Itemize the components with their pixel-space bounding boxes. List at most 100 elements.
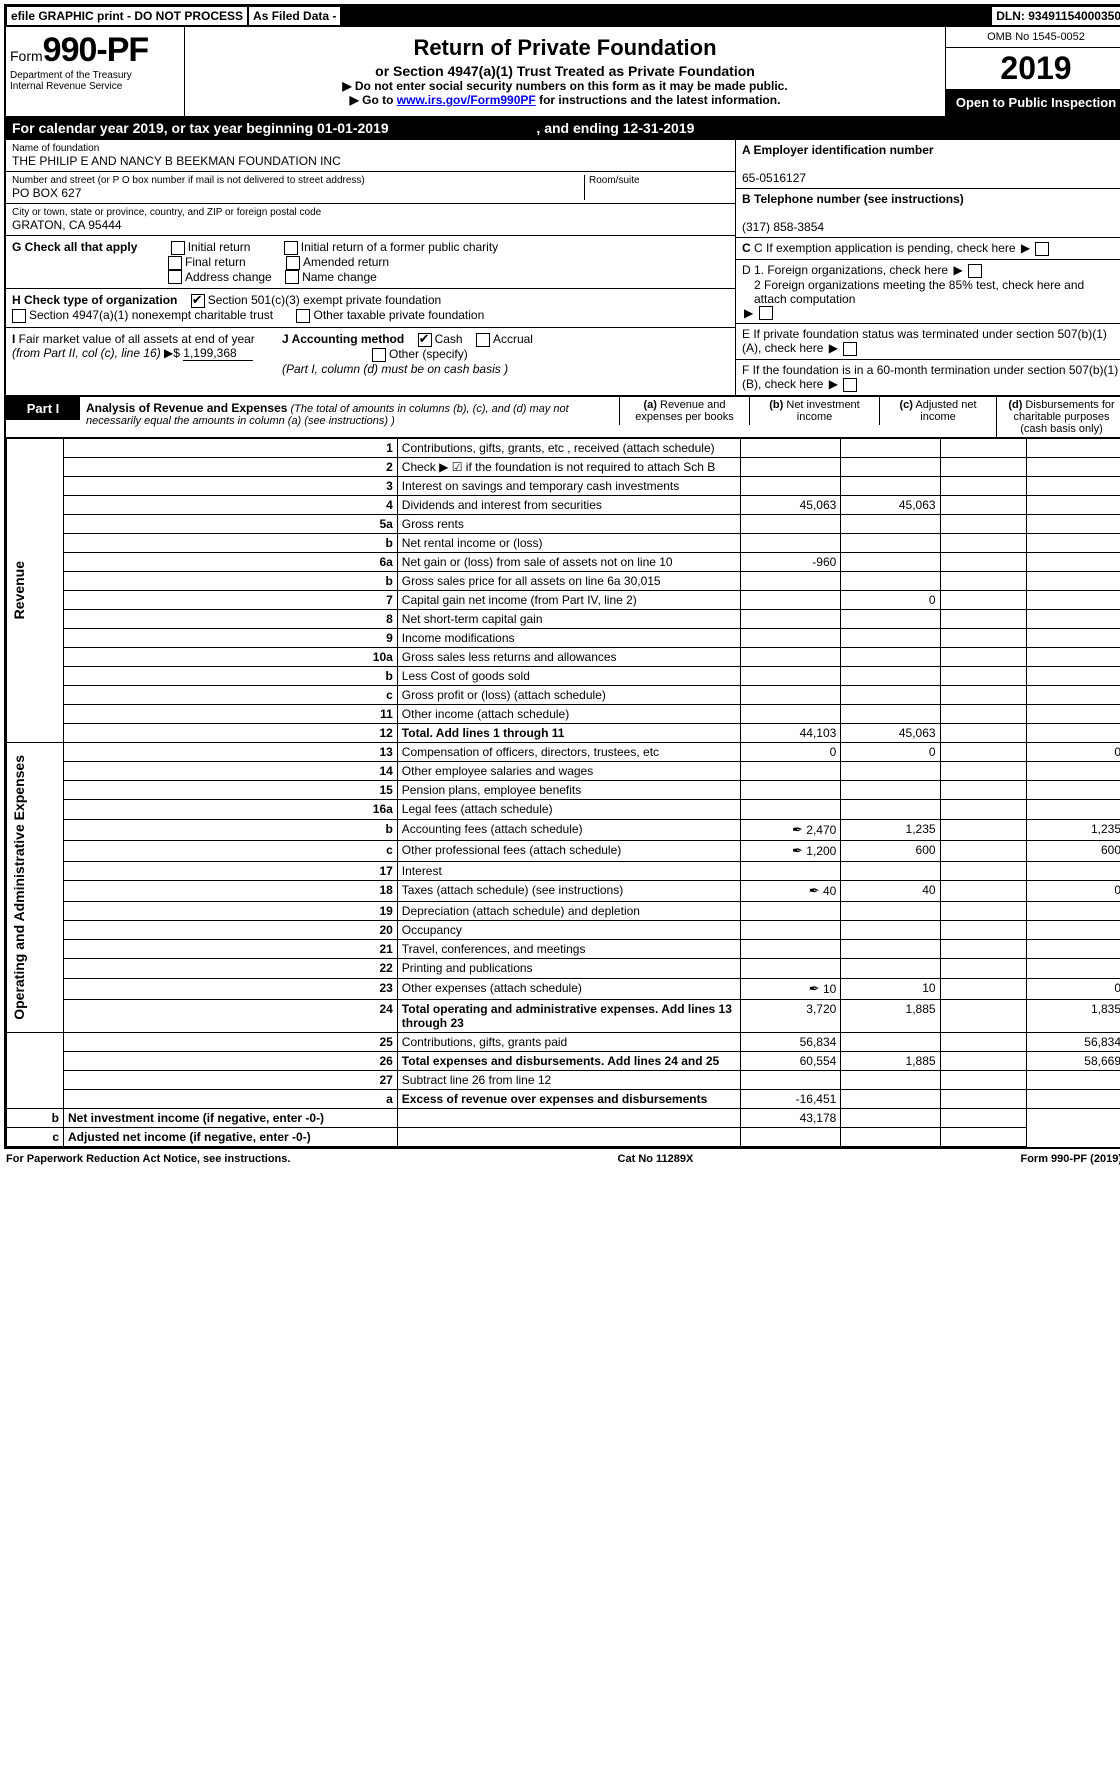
section-e: E If private foundation status was termi… [736, 324, 1120, 360]
row-val-b [841, 1032, 940, 1051]
section-d: D 1. Foreign organizations, check here ▶… [736, 260, 1120, 325]
header-middle: Return of Private Foundation or Section … [185, 27, 945, 116]
section-f: F If the foundation is in a 60-month ter… [736, 360, 1120, 395]
checkbox-amended[interactable] [286, 256, 300, 270]
row-val-b [841, 572, 940, 591]
attachment-icon[interactable]: ✒ [809, 883, 820, 898]
row-desc: Capital gain net income (from Part IV, l… [397, 591, 740, 610]
row-val-d [1026, 572, 1120, 591]
checkbox-other-acct[interactable] [372, 348, 386, 362]
checkbox-f[interactable] [843, 378, 857, 392]
row-val-b [841, 902, 940, 921]
row-val-c [940, 686, 1026, 705]
row-desc: Net rental income or (loss) [397, 534, 740, 553]
row-desc: Gross rents [397, 515, 740, 534]
attachment-icon[interactable]: ✒ [792, 822, 803, 837]
checkbox-final[interactable] [168, 256, 182, 270]
form-ref: Form 990-PF (2019) [1020, 1153, 1120, 1165]
checkbox-d1[interactable] [968, 264, 982, 278]
checkbox-former[interactable] [284, 241, 298, 255]
row-number: 7 [64, 591, 398, 610]
checkbox-accrual[interactable] [476, 333, 490, 347]
row-number: 21 [64, 940, 398, 959]
part1-table: Revenue1Contributions, gifts, grants, et… [6, 438, 1120, 1147]
row-number: 17 [64, 861, 398, 880]
checkbox-e[interactable] [843, 342, 857, 356]
ein-cell: A Employer identification number 65-0516… [736, 140, 1120, 189]
irs-link[interactable]: www.irs.gov/Form990PF [397, 93, 536, 107]
row-number: 22 [64, 959, 398, 978]
city-cell: City or town, state or province, country… [6, 204, 735, 236]
row-desc: Dividends and interest from securities [397, 496, 740, 515]
row-val-d [940, 1127, 1026, 1146]
table-row: 24Total operating and administrative exp… [7, 999, 1120, 1032]
row-val-d: 1,235 [1026, 819, 1120, 840]
opadmin-side-label: Operating and Administrative Expenses [11, 745, 27, 1030]
form-container: efile GRAPHIC print - DO NOT PROCESS As … [4, 4, 1120, 1149]
row-val-a [397, 1108, 740, 1127]
checkbox-4947[interactable] [12, 309, 26, 323]
table-row: 20Occupancy [7, 921, 1120, 940]
row-desc: Compensation of officers, directors, tru… [397, 743, 740, 762]
row-val-a: 0 [740, 743, 841, 762]
instr-2: ▶ Go to www.irs.gov/Form990PF for instru… [195, 93, 935, 107]
row-desc: Adjusted net income (if negative, enter … [64, 1127, 398, 1146]
checkbox-501c3[interactable] [191, 294, 205, 308]
row-val-b: 600 [841, 840, 940, 861]
row-val-d: 0 [1026, 978, 1120, 999]
row-val-d [1026, 629, 1120, 648]
row-number: 9 [64, 629, 398, 648]
row-val-d [1026, 781, 1120, 800]
row-number: b [7, 1108, 64, 1127]
table-row: aExcess of revenue over expenses and dis… [7, 1089, 1120, 1108]
section-h: H Check type of organization Section 501… [6, 289, 735, 328]
row-desc: Less Cost of goods sold [397, 667, 740, 686]
checkbox-c[interactable] [1035, 242, 1049, 256]
row-number: 2 [64, 458, 398, 477]
row-val-b [740, 1127, 841, 1146]
page-footer: For Paperwork Reduction Act Notice, see … [4, 1149, 1120, 1169]
checkbox-other-tax[interactable] [296, 309, 310, 323]
table-row: cOther professional fees (attach schedul… [7, 840, 1120, 861]
attachment-icon[interactable]: ✒ [792, 843, 803, 858]
row-val-c [940, 534, 1026, 553]
table-row: bLess Cost of goods sold [7, 667, 1120, 686]
checkbox-addrchg[interactable] [168, 270, 182, 284]
j-note: (Part I, column (d) must be on cash basi… [282, 362, 508, 376]
row-val-b [841, 439, 940, 458]
row-val-a: 45,063 [740, 496, 841, 515]
table-row: 26Total expenses and disbursements. Add … [7, 1051, 1120, 1070]
row-val-d [1026, 667, 1120, 686]
table-row: bAccounting fees (attach schedule)✒ 2,47… [7, 819, 1120, 840]
attachment-icon[interactable]: ✒ [809, 981, 820, 996]
checkbox-namechg[interactable] [285, 270, 299, 284]
row-val-c [940, 515, 1026, 534]
table-row: bGross sales price for all assets on lin… [7, 572, 1120, 591]
row-val-a [740, 762, 841, 781]
row-val-b [841, 762, 940, 781]
row-val-d [1026, 496, 1120, 515]
irs-label: Internal Revenue Service [10, 81, 122, 92]
checkbox-d2[interactable] [759, 306, 773, 320]
row-val-b: 40 [841, 880, 940, 901]
row-val-c [940, 880, 1026, 901]
checkbox-initial[interactable] [171, 241, 185, 255]
row-val-c [940, 591, 1026, 610]
table-row: 11Other income (attach schedule) [7, 705, 1120, 724]
row-desc: Depreciation (attach schedule) and deple… [397, 902, 740, 921]
row-val-b: 1,885 [841, 1051, 940, 1070]
row-val-a: ✒ 40 [740, 880, 841, 901]
cat-no: Cat No 11289X [618, 1153, 694, 1165]
row-desc: Contributions, gifts, grants paid [397, 1032, 740, 1051]
checkbox-cash[interactable] [418, 333, 432, 347]
row-val-d [1026, 534, 1120, 553]
row-val-d [1026, 477, 1120, 496]
table-row: 14Other employee salaries and wages [7, 762, 1120, 781]
header-right: OMB No 1545-0052 2019 Open to Public Ins… [945, 27, 1120, 116]
row-number: b [64, 667, 398, 686]
row-val-d [1026, 610, 1120, 629]
row-val-c [940, 861, 1026, 880]
row-desc: Interest on savings and temporary cash i… [397, 477, 740, 496]
table-row: 25Contributions, gifts, grants paid56,83… [7, 1032, 1120, 1051]
row-desc: Contributions, gifts, grants, etc , rece… [397, 439, 740, 458]
